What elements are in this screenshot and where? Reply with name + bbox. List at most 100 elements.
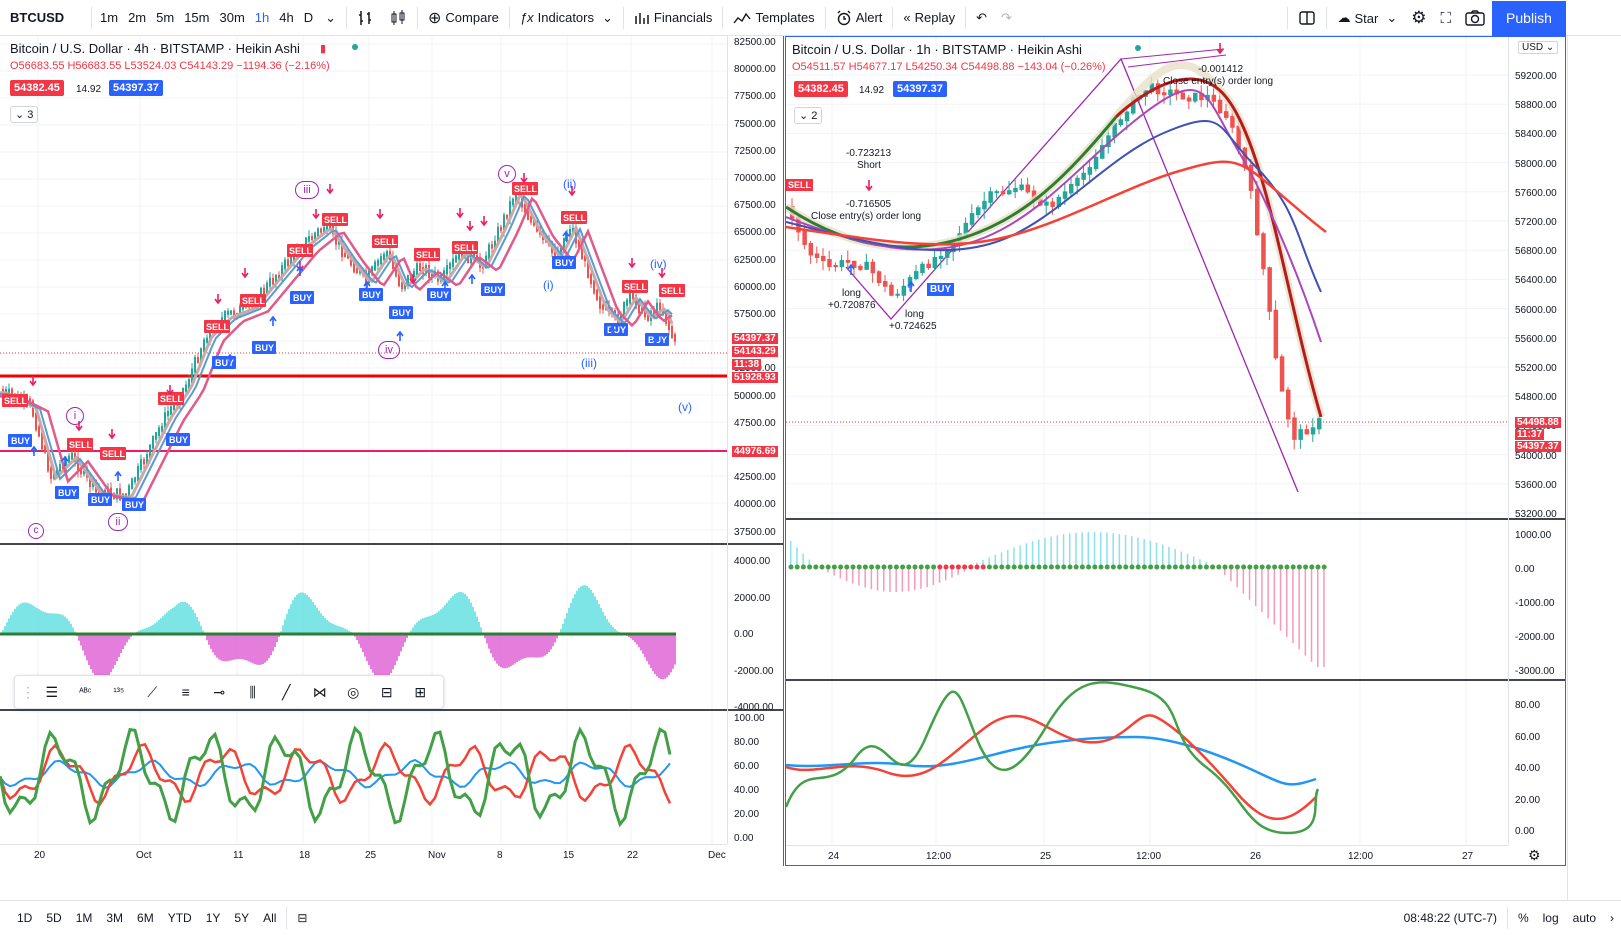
oscillator-bar: [270, 634, 272, 656]
left-bid-badge[interactable]: 54382.45: [10, 80, 64, 96]
left-chart-pane[interactable]: BUY BUY BUY BUY BUY BUY BUY BUY BUY BUY BUY BUY BUY B…: [0, 36, 784, 866]
interval-30m[interactable]: 30m: [219, 10, 245, 25]
range-6m[interactable]: 6M: [137, 911, 154, 925]
scroll-right-button[interactable]: ›: [1603, 911, 1621, 925]
range-5y[interactable]: 5Y: [234, 911, 250, 925]
interval-15m[interactable]: 15m: [184, 10, 210, 25]
interval-1m[interactable]: 1m: [100, 10, 119, 25]
left-rsi-axis[interactable]: 100.00 80.00 60.00 40.00 20.00 0.00: [727, 711, 783, 844]
sell-signal-text: SELL: [514, 184, 538, 194]
left-oscillator-axis[interactable]: 4000.00 2000.00 0.00 -2000.00 -4000.00: [727, 546, 783, 713]
right-collapse-indicators[interactable]: ⌄ 2: [794, 107, 823, 124]
right-rsi-axis[interactable]: 80.00 60.00 40.00 20.00 0.00: [1508, 680, 1565, 845]
oscillator-bar: [212, 634, 214, 653]
left-time-axis[interactable]: 20 Oct 11 18 25 Nov 8 15 22 Dec: [0, 844, 727, 866]
right-chart-title[interactable]: Bitcoin / U.S. Dollar · 1h · BITSTAMP · …: [792, 42, 1082, 57]
oscillator-bar: [616, 630, 618, 634]
oscillator-bar: [218, 634, 220, 660]
left-collapse-indicators[interactable]: ⌄ 3: [10, 106, 39, 123]
interval-5m[interactable]: 5m: [156, 10, 175, 25]
range-5d[interactable]: 5D: [46, 911, 62, 925]
fib-tool[interactable]: ≡: [169, 678, 203, 706]
right-time-axis[interactable]: 24 12:00 25 12:00 26 12:00 27: [786, 845, 1508, 865]
candle-body: [263, 287, 265, 295]
replay-button[interactable]: « Replay: [896, 0, 962, 36]
redo-button[interactable]: ↷: [994, 0, 1019, 36]
percent-toggle[interactable]: %: [1517, 911, 1529, 925]
indicators-button[interactable]: ƒx Indicators ⌄: [513, 0, 620, 36]
interval-dropdown[interactable]: ⌄: [318, 0, 343, 36]
range-1m[interactable]: 1M: [75, 911, 93, 925]
left-price-axis[interactable]: 82500.00 80000.00 77500.00 75000.00 72500.00…: [727, 36, 783, 546]
oscillator-bar: [266, 634, 268, 661]
oscillator-bar: [236, 634, 238, 660]
log-toggle[interactable]: log: [1542, 911, 1559, 925]
clock-timezone[interactable]: 08:48:22 (UTC-7): [1403, 911, 1497, 925]
undo-button[interactable]: ↶: [969, 0, 994, 36]
pattern-tool[interactable]: ⋈: [303, 678, 337, 706]
right-price-axis[interactable]: 59200.00 58800.00 58400.00 58000.00 57600.00…: [1508, 37, 1565, 520]
fib-icon: ≡: [181, 684, 190, 700]
oscillator-bar: [380, 634, 382, 681]
financials-button[interactable]: Financials: [627, 0, 720, 36]
candle-style-button[interactable]: [382, 0, 414, 36]
right-price-tick: 58400.00: [1515, 129, 1557, 141]
currency-selector[interactable]: USD ⌄: [1518, 41, 1559, 54]
range-3m[interactable]: 3M: [106, 911, 124, 925]
left-chart-title[interactable]: Bitcoin / U.S. Dollar · 4h · BITSTAMP · …: [10, 41, 300, 56]
candle-body: [578, 239, 580, 249]
vertical-lines-tool[interactable]: ⫼: [236, 678, 270, 706]
abc-pattern-tool[interactable]: ᴬᴮᶜ: [69, 678, 103, 706]
left-price-tick: 67500.00: [734, 200, 776, 212]
oscillator-bar: [196, 616, 198, 634]
cloud-save-button[interactable]: ☁ Star ⌄: [1330, 0, 1404, 36]
alert-button[interactable]: Alert: [829, 0, 890, 36]
polyline-tool[interactable]: ⟋: [136, 678, 170, 706]
floating-drawing-toolbar[interactable]: ⋮ ☰ ᴬᴮᶜ ¹³⁵ ⟋ ≡ ⊸ ⫼ ╱ ⋈ ◎ ⊟ ⊞: [14, 675, 444, 709]
compare-button[interactable]: ⊕ Compare: [421, 0, 506, 36]
candle-body: [593, 280, 595, 294]
goto-date-button[interactable]: ⊟: [290, 911, 314, 925]
candle-body: [32, 400, 34, 417]
right-chart-pane[interactable]: Bitcoin / U.S. Dollar · 1h · BITSTAMP · …: [785, 36, 1566, 866]
publish-button[interactable]: Publish: [1492, 0, 1566, 36]
settings-button[interactable]: ⚙: [1404, 0, 1433, 36]
right-chart-canvas[interactable]: [786, 37, 1566, 866]
fib-spiral-tool[interactable]: ◎: [337, 678, 371, 706]
horizontal-lines-tool[interactable]: ☰: [35, 678, 69, 706]
snapshot-button[interactable]: [1458, 0, 1492, 36]
bar-style-button[interactable]: [350, 0, 382, 36]
elliott-wave-tool[interactable]: ¹³⁵: [102, 678, 136, 706]
templates-button[interactable]: Templates: [726, 0, 821, 36]
horizontal-ray-tool[interactable]: ⊸: [203, 678, 237, 706]
layout-button[interactable]: [1291, 0, 1323, 36]
drag-handle-icon[interactable]: ⋮: [21, 683, 35, 700]
oscillator-bar: [640, 634, 642, 651]
interval-d[interactable]: D: [303, 10, 314, 25]
range-tool[interactable]: ⊞: [404, 678, 438, 706]
range-1d[interactable]: 1D: [17, 911, 33, 925]
channel-tool[interactable]: ⊟: [370, 678, 404, 706]
interval-1h[interactable]: 1h: [254, 10, 270, 25]
oscillator-bar: [108, 634, 110, 676]
flag-icon[interactable]: ▮: [320, 43, 327, 55]
symbol-search[interactable]: BTCUSD: [10, 10, 65, 25]
oscillator-bar: [118, 634, 120, 658]
trend-line-tool[interactable]: ╱: [270, 678, 304, 706]
range-ytd[interactable]: YTD: [167, 911, 192, 925]
right-oscillator-axis[interactable]: 1000.00 0.00 -1000.00 -2000.00 -3000.00: [1508, 520, 1565, 680]
range-1y[interactable]: 1Y: [205, 911, 221, 925]
fullscreen-button[interactable]: ⛶: [1433, 0, 1458, 36]
oscillator-bar: [404, 634, 406, 643]
interval-4h[interactable]: 4h: [279, 10, 294, 25]
oscillator-bar: [126, 634, 128, 643]
right-bid-badge[interactable]: 54382.45: [794, 81, 848, 97]
time-axis-settings-button[interactable]: ⚙: [1528, 847, 1541, 864]
interval-2m[interactable]: 2m: [128, 10, 147, 25]
range-all[interactable]: All: [263, 911, 277, 925]
left-chart-canvas[interactable]: BUY BUY BUY BUY BUY BUY BUY BUY BUY BUY BUY BUY BUY B…: [0, 36, 784, 866]
left-ask-badge[interactable]: 54397.37: [109, 80, 163, 96]
oscillator-bar: [1286, 567, 1288, 637]
right-ask-badge[interactable]: 54397.37: [893, 81, 947, 97]
auto-toggle[interactable]: auto: [1572, 911, 1596, 925]
